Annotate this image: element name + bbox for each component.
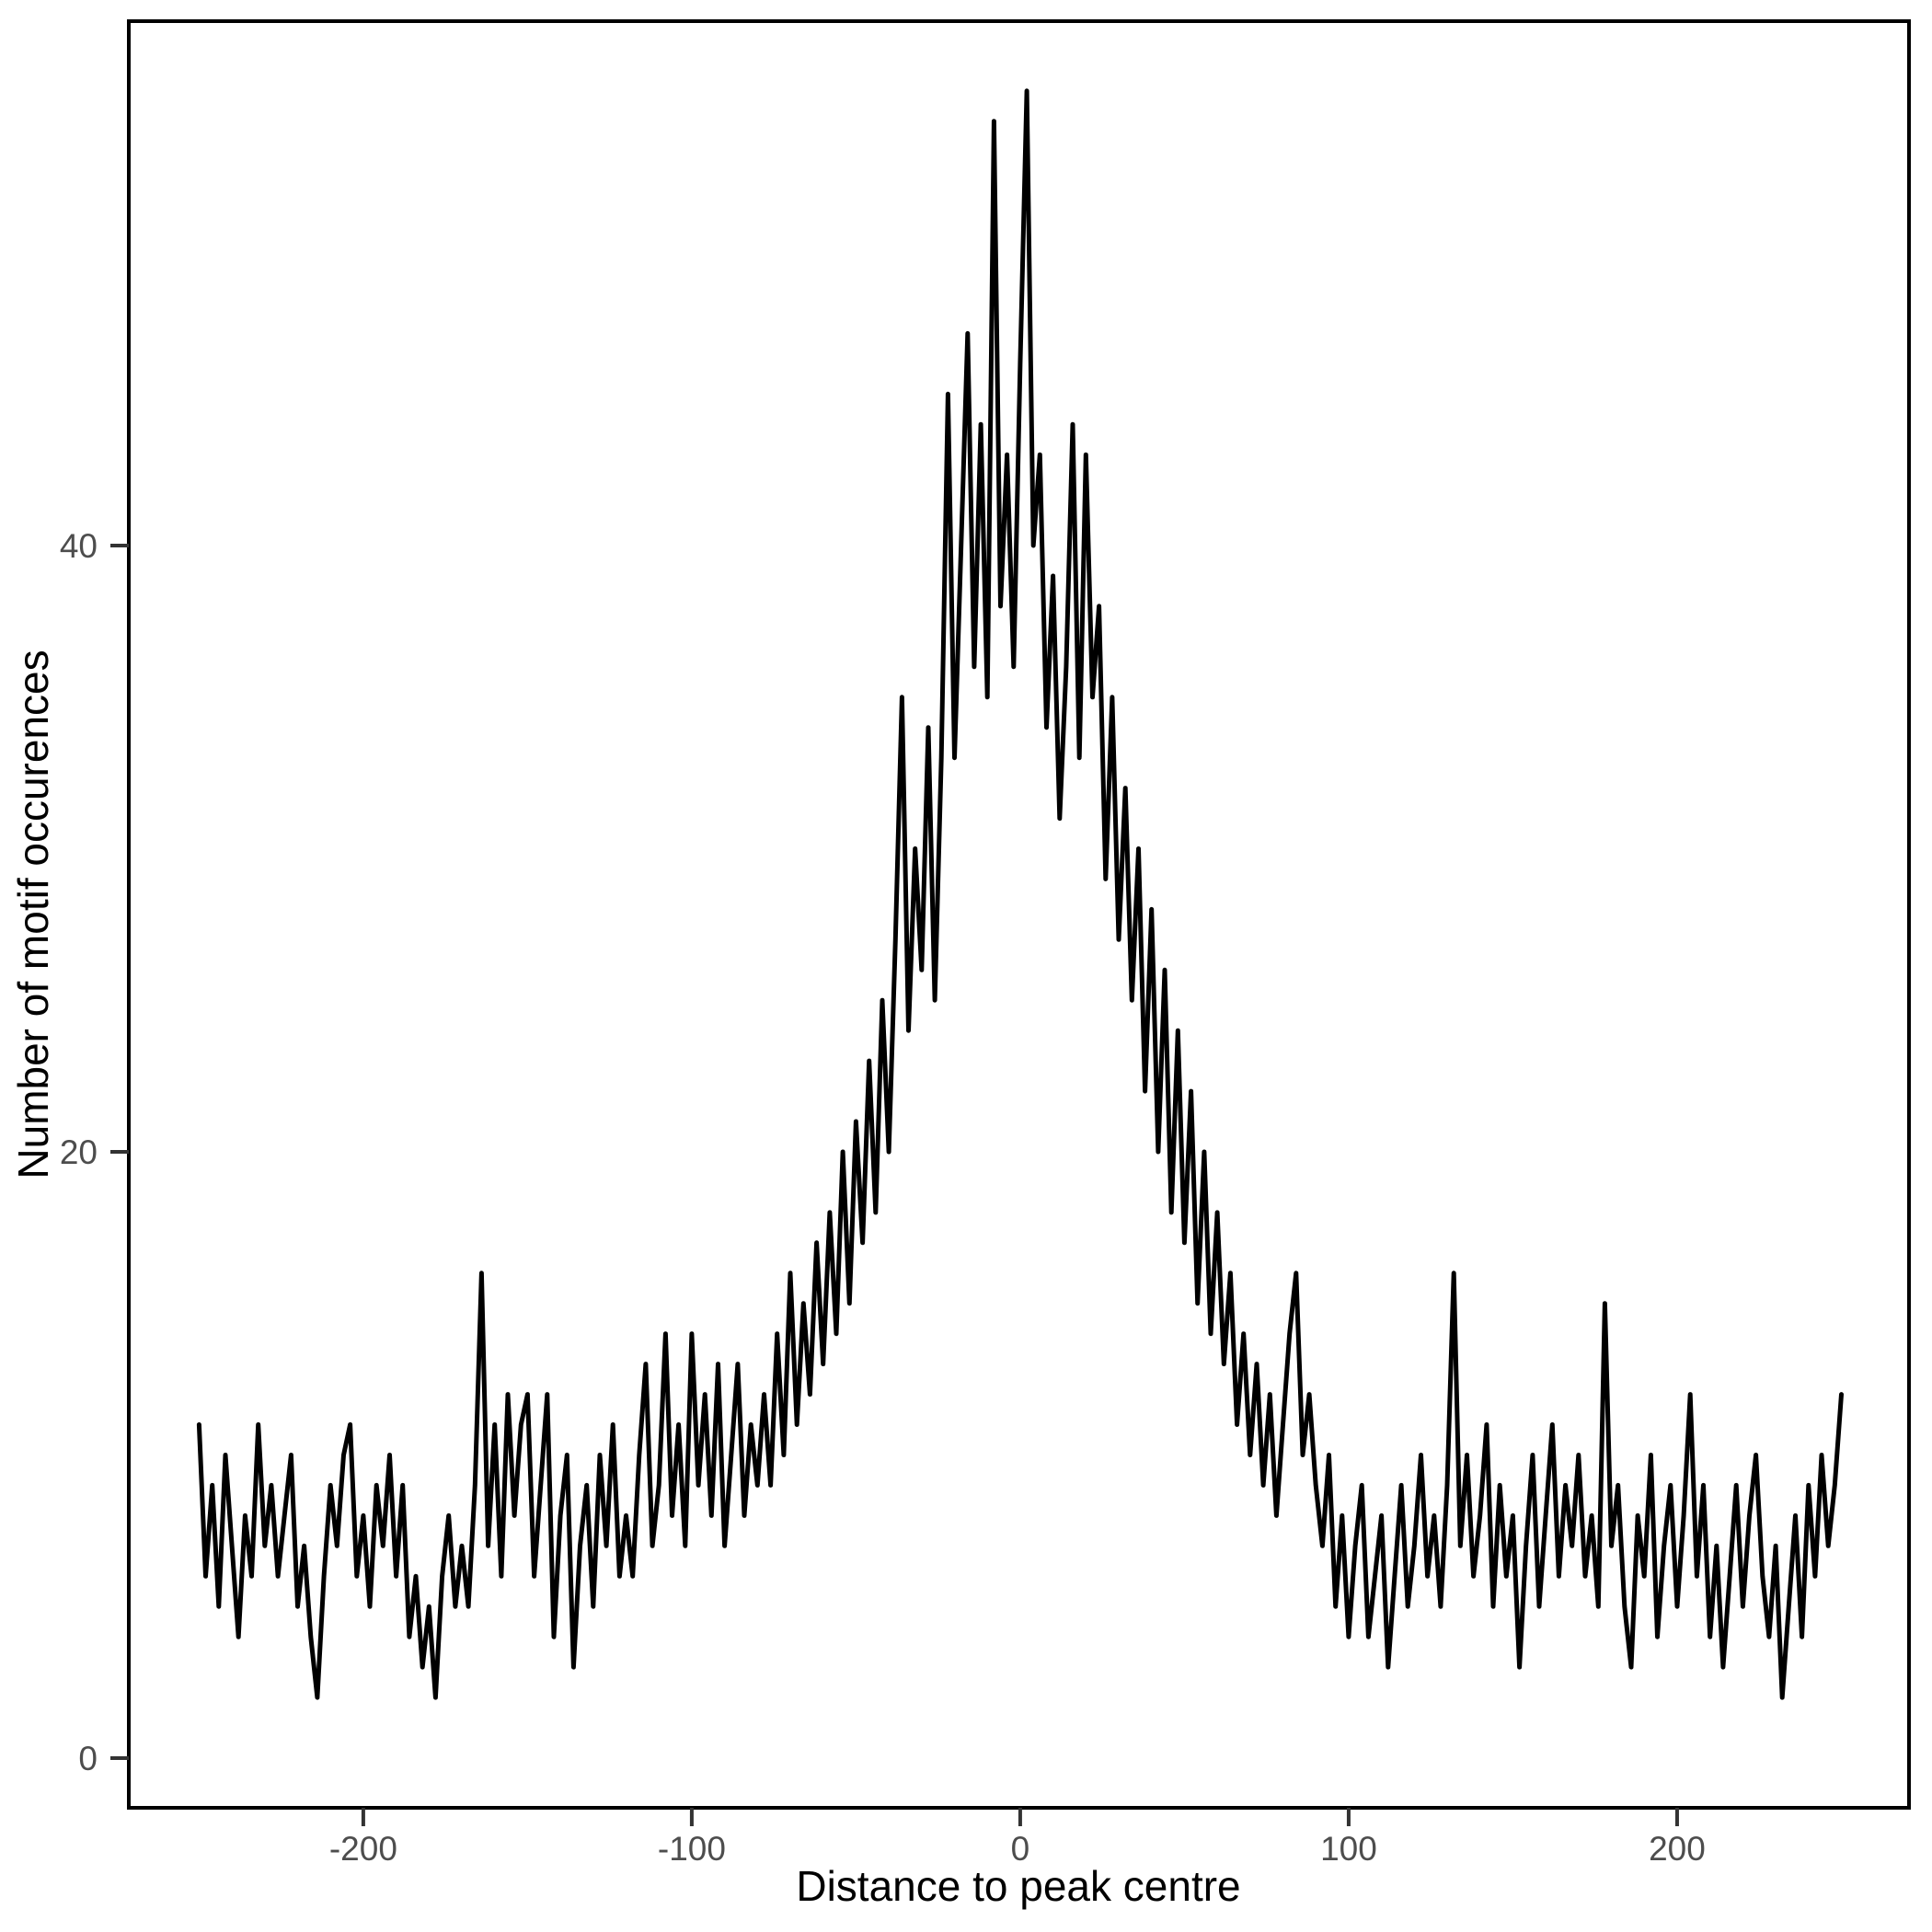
x-tick-label: -200 — [329, 1830, 397, 1868]
data-line-layer — [196, 88, 1844, 1700]
x-tick-label: 0 — [1011, 1830, 1030, 1868]
x-axis-title: Distance to peak centre — [796, 1862, 1240, 1910]
y-tick-label: 40 — [60, 527, 98, 565]
axis-ticks-layer: -200 -100 0 100 200 0 20 40 — [60, 527, 1706, 1868]
motif-frequency-line — [196, 88, 1844, 1700]
y-tick-label: 20 — [60, 1133, 98, 1171]
y-axis-title: Number of motif occurences — [9, 650, 57, 1179]
x-tick-label: 100 — [1320, 1830, 1377, 1868]
x-tick-label: 200 — [1649, 1830, 1706, 1868]
y-tick-label: 0 — [78, 1740, 98, 1777]
x-tick-label: -100 — [658, 1830, 726, 1868]
